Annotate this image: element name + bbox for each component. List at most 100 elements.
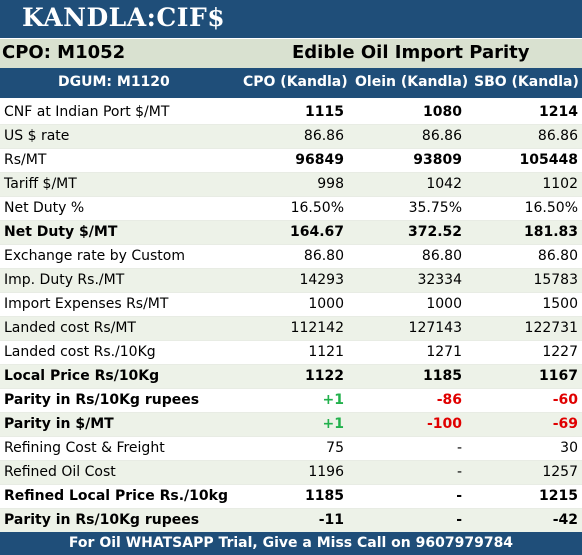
olein-value: - — [348, 484, 466, 509]
cpo-value: 16.50% — [236, 196, 348, 221]
sbo-value: 86.86 — [466, 124, 582, 149]
cpo-value: +1 — [236, 412, 348, 437]
olein-value: 93809 — [348, 148, 466, 173]
cpo-value: 75 — [236, 436, 348, 461]
column-header-row: DGUM: M1120 CPO (Kandla) Olein (Kandla) … — [0, 68, 582, 98]
cpo-value: 96849 — [236, 148, 348, 173]
olein-value: 127143 — [348, 316, 466, 341]
column-header-olein: Olein (Kandla) — [355, 74, 469, 90]
cpo-value: 14293 — [236, 268, 348, 293]
row-label: Refined Local Price Rs./10kg — [0, 484, 236, 509]
row-label: Parity in Rs/10Kg rupees — [0, 508, 236, 533]
table-row: Parity in $/MT +1 -100 -69 — [0, 412, 582, 437]
row-label: Landed cost Rs/MT — [0, 316, 236, 341]
cpo-value: 86.86 — [236, 124, 348, 149]
olein-value: - — [348, 508, 466, 533]
sbo-value: 122731 — [466, 316, 582, 341]
table-row: Parity in Rs/10Kg rupees -11 - -42 — [0, 508, 582, 533]
row-label: CNF at Indian Port $/MT — [0, 100, 236, 125]
table-row: US $ rate 86.86 86.86 86.86 — [0, 124, 582, 149]
table-row: Refined Local Price Rs./10kg 1185 - 1215 — [0, 484, 582, 509]
row-label: Tariff $/MT — [0, 172, 236, 197]
sbo-value: 105448 — [466, 148, 582, 173]
sbo-value: -42 — [466, 508, 582, 533]
footer-banner: For Oil WHATSAPP Trial, Give a Miss Call… — [0, 532, 582, 555]
row-label: Rs/MT — [0, 148, 236, 173]
row-label: Refining Cost & Freight — [0, 436, 236, 461]
olein-value: 86.80 — [348, 244, 466, 269]
row-label: Landed cost Rs./10Kg — [0, 340, 236, 365]
contract-label: CPO: M1052 — [2, 42, 126, 63]
sbo-value: 1214 — [466, 100, 582, 125]
row-label: US $ rate — [0, 124, 236, 149]
parity-table: CNF at Indian Port $/MT 1115 1080 1214 U… — [0, 100, 582, 533]
table-row: CNF at Indian Port $/MT 1115 1080 1214 — [0, 100, 582, 125]
sbo-value: 86.80 — [466, 244, 582, 269]
cpo-value: +1 — [236, 388, 348, 413]
table-row: Parity in Rs/10Kg rupees +1 -86 -60 — [0, 388, 582, 413]
table-row: Local Price Rs/10Kg 1122 1185 1167 — [0, 364, 582, 389]
sbo-value: 1257 — [466, 460, 582, 485]
table-row: Refining Cost & Freight 75 - 30 — [0, 436, 582, 461]
cpo-value: 112142 — [236, 316, 348, 341]
row-label: Parity in $/MT — [0, 412, 236, 437]
table-row: Landed cost Rs./10Kg 1121 1271 1227 — [0, 340, 582, 365]
column-header-label: DGUM: M1120 — [58, 74, 170, 90]
table-row: Net Duty $/MT 164.67 372.52 181.83 — [0, 220, 582, 245]
row-label: Local Price Rs/10Kg — [0, 364, 236, 389]
olein-value: 1185 — [348, 364, 466, 389]
olein-value: 32334 — [348, 268, 466, 293]
sbo-value: -69 — [466, 412, 582, 437]
sbo-value: 1102 — [466, 172, 582, 197]
sbo-value: 30 — [466, 436, 582, 461]
cpo-value: 1185 — [236, 484, 348, 509]
column-header-cpo: CPO (Kandla) — [243, 74, 348, 90]
cpo-value: -11 — [236, 508, 348, 533]
sbo-value: 181.83 — [466, 220, 582, 245]
row-label: Net Duty % — [0, 196, 236, 221]
row-label: Refined Oil Cost — [0, 460, 236, 485]
table-row: Net Duty % 16.50% 35.75% 16.50% — [0, 196, 582, 221]
olein-value: - — [348, 460, 466, 485]
cpo-value: 998 — [236, 172, 348, 197]
sbo-value: 16.50% — [466, 196, 582, 221]
sub-header: CPO: M1052 Edible Oil Import Parity — [0, 38, 582, 68]
sbo-value: 1500 — [466, 292, 582, 317]
cpo-value: 1000 — [236, 292, 348, 317]
sbo-value: 15783 — [466, 268, 582, 293]
olein-value: -100 — [348, 412, 466, 437]
cpo-value: 1196 — [236, 460, 348, 485]
olein-value: - — [348, 436, 466, 461]
row-label: Exchange rate by Custom — [0, 244, 236, 269]
title-banner: KANDLA:CIF$ — [0, 0, 582, 38]
sbo-value: 1215 — [466, 484, 582, 509]
cpo-value: 86.80 — [236, 244, 348, 269]
row-label: Net Duty $/MT — [0, 220, 236, 245]
olein-value: 1042 — [348, 172, 466, 197]
olein-value: 372.52 — [348, 220, 466, 245]
sbo-value: 1167 — [466, 364, 582, 389]
column-header-sbo: SBO (Kandla) — [474, 74, 579, 90]
cpo-value: 164.67 — [236, 220, 348, 245]
row-label: Imp. Duty Rs./MT — [0, 268, 236, 293]
olein-value: -86 — [348, 388, 466, 413]
section-title: Edible Oil Import Parity — [292, 42, 530, 63]
olein-value: 1080 — [348, 100, 466, 125]
olein-value: 1271 — [348, 340, 466, 365]
row-label: Import Expenses Rs/MT — [0, 292, 236, 317]
cpo-value: 1115 — [236, 100, 348, 125]
row-label: Parity in Rs/10Kg rupees — [0, 388, 236, 413]
cpo-value: 1121 — [236, 340, 348, 365]
page-title: KANDLA:CIF$ — [22, 3, 226, 32]
table-row: Rs/MT 96849 93809 105448 — [0, 148, 582, 173]
sbo-value: 1227 — [466, 340, 582, 365]
olein-value: 1000 — [348, 292, 466, 317]
cpo-value: 1122 — [236, 364, 348, 389]
table-row: Tariff $/MT 998 1042 1102 — [0, 172, 582, 197]
olein-value: 86.86 — [348, 124, 466, 149]
table-row: Import Expenses Rs/MT 1000 1000 1500 — [0, 292, 582, 317]
table-row: Exchange rate by Custom 86.80 86.80 86.8… — [0, 244, 582, 269]
olein-value: 35.75% — [348, 196, 466, 221]
sbo-value: -60 — [466, 388, 582, 413]
table-row: Landed cost Rs/MT 112142 127143 122731 — [0, 316, 582, 341]
